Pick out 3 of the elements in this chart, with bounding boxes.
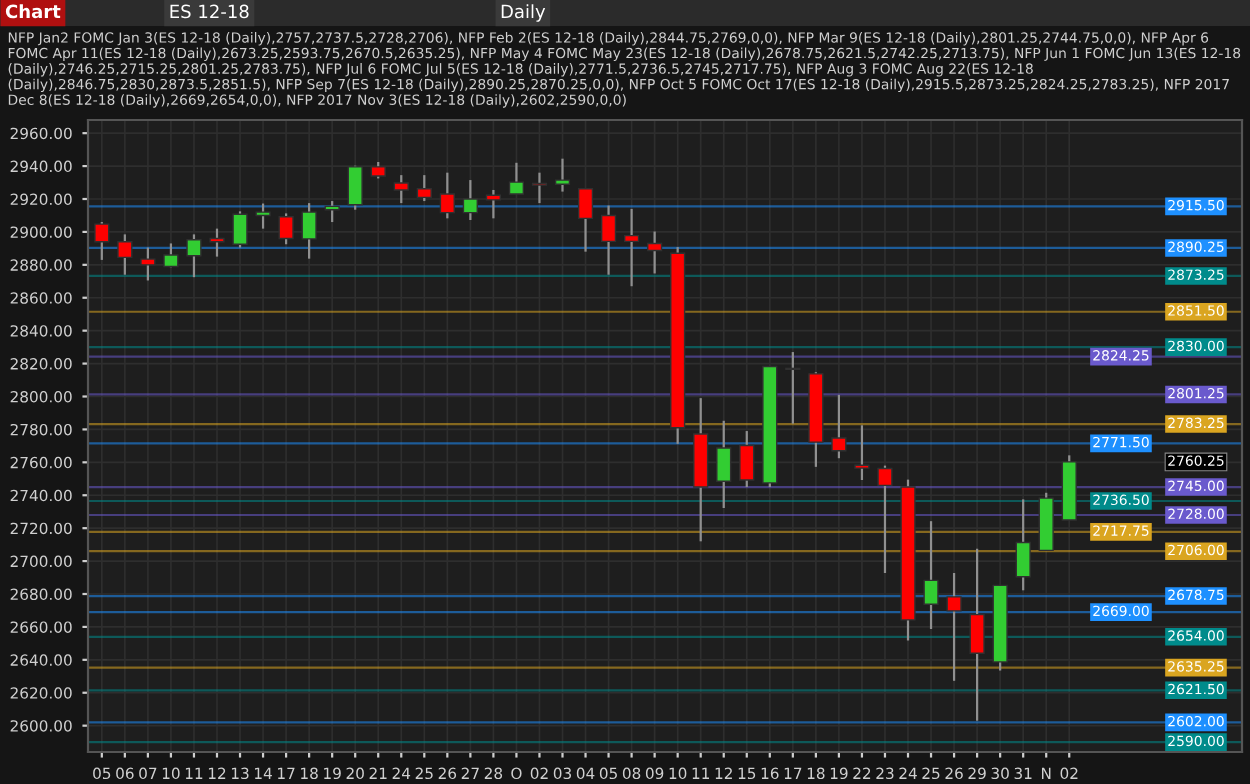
text: Daily [501, 4, 546, 22]
text: Chart [5, 4, 61, 19]
text: ES 12-18 [170, 4, 249, 19]
